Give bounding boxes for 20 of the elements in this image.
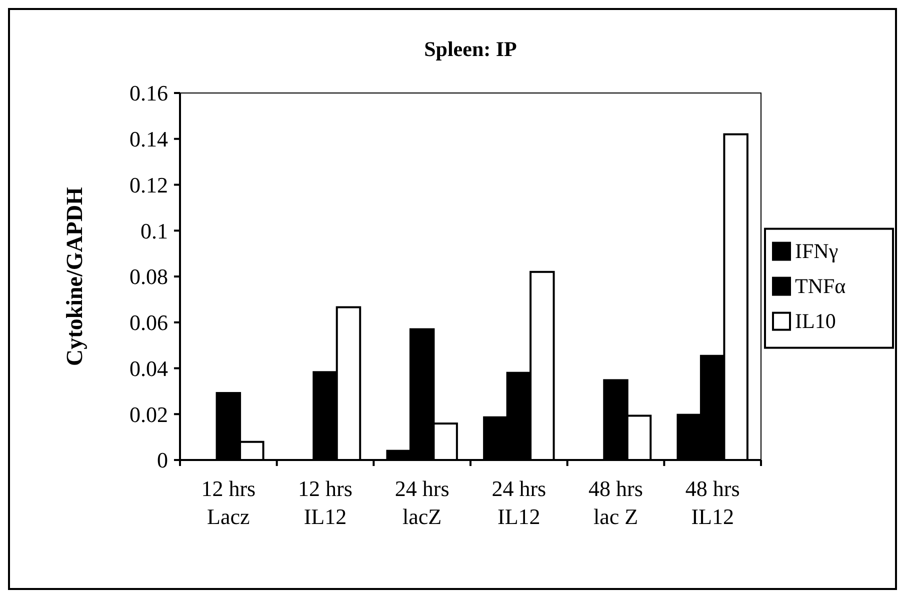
legend-label: IFNγ: [795, 239, 838, 264]
legend-label: TNFα: [795, 274, 846, 298]
x-tick-label: 12 hrs Lacz: [201, 476, 256, 529]
y-tick-label: 0.12: [130, 172, 168, 198]
y-tick-label: 0.08: [130, 264, 168, 290]
x-tick-label: 48 hrs lac Z: [588, 476, 643, 529]
y-tick-label: 0.1: [140, 218, 168, 244]
x-tick-label: 12 hrs IL12: [298, 476, 352, 529]
chart-title: Spleen: IP: [424, 37, 518, 61]
y-tick-label: 0.02: [130, 402, 168, 427]
y-tick-label: 0.14: [130, 126, 168, 152]
x-tick-label: 24 hrs IL12: [492, 476, 546, 529]
y-tick-label: 0.04: [130, 356, 168, 381]
legend-label: IL10: [795, 309, 836, 334]
y-tick-label: 0.16: [130, 80, 168, 106]
y-tick-label: 0: [157, 448, 168, 473]
y-tick-label: 0.06: [130, 310, 168, 336]
y-axis-title: Cytokine/GAPDH: [62, 186, 87, 366]
x-tick-label: 24 hrs lacZ: [394, 476, 450, 529]
x-tick-label: 48 hrs IL12: [685, 476, 740, 529]
